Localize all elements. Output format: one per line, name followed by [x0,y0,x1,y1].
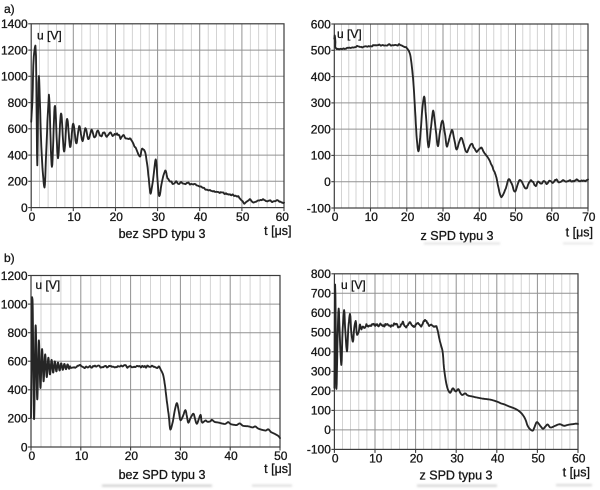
svg-text:60: 60 [572,452,586,466]
svg-text:-100: -100 [307,201,331,215]
svg-text:20: 20 [401,210,415,224]
svg-text:20: 20 [125,449,139,463]
svg-text:50: 50 [274,449,288,463]
svg-text:10: 10 [75,449,89,463]
svg-text:600: 600 [311,17,331,31]
svg-text:400: 400 [311,345,331,359]
svg-text:50: 50 [510,210,524,224]
svg-text:1200: 1200 [1,43,28,57]
svg-text:10: 10 [365,210,379,224]
svg-text:0: 0 [21,440,28,454]
svg-text:bez SPD typu 3: bez SPD typu 3 [119,468,206,482]
svg-text:300: 300 [311,365,331,379]
svg-text:100: 100 [311,404,331,418]
svg-text:70: 70 [582,210,596,224]
svg-text:800: 800 [8,96,28,110]
svg-text:400: 400 [311,70,331,84]
svg-text:z SPD typu 3: z SPD typu 3 [421,229,494,243]
svg-text:40: 40 [194,210,208,224]
svg-text:-100: -100 [307,443,331,457]
svg-text:500: 500 [311,326,331,340]
svg-text:a): a) [4,2,15,16]
svg-text:800: 800 [311,267,331,281]
svg-text:200: 200 [311,122,331,136]
svg-text:10: 10 [369,452,383,466]
svg-text:400: 400 [7,383,27,397]
svg-text:1000: 1000 [1,297,28,311]
svg-text:z SPD typu 3: z SPD typu 3 [420,468,493,482]
svg-text:1000: 1000 [1,70,28,84]
svg-text:30: 30 [450,452,464,466]
svg-text:u [V]: u [V] [337,27,362,41]
svg-text:bez SPD typu 3: bez SPD typu 3 [119,227,206,241]
svg-text:400: 400 [8,148,28,162]
svg-text:t [μs]: t [μs] [264,462,291,476]
svg-text:10: 10 [67,210,81,224]
svg-text:0: 0 [28,449,35,463]
svg-text:1200: 1200 [1,269,28,283]
svg-text:40: 40 [224,449,238,463]
svg-text:50: 50 [532,452,546,466]
svg-text:t [μs]: t [μs] [563,465,590,479]
svg-text:600: 600 [8,122,28,136]
svg-text:200: 200 [8,175,28,189]
svg-text:60: 60 [546,210,560,224]
svg-text:200: 200 [7,412,27,426]
svg-text:30: 30 [437,210,451,224]
svg-text:0: 0 [324,175,331,189]
svg-text:t [μs]: t [μs] [264,224,291,238]
svg-text:60: 60 [276,210,290,224]
svg-text:700: 700 [311,287,331,301]
svg-text:50: 50 [236,210,250,224]
svg-text:40: 40 [491,452,505,466]
svg-text:1400: 1400 [1,17,28,31]
svg-text:800: 800 [7,326,27,340]
svg-text:0: 0 [21,201,28,215]
svg-text:300: 300 [311,96,331,110]
svg-text:600: 600 [7,355,27,369]
svg-text:30: 30 [152,210,166,224]
svg-text:b): b) [4,251,15,265]
svg-text:40: 40 [473,210,487,224]
svg-text:u [V]: u [V] [341,278,366,292]
svg-text:0: 0 [29,210,36,224]
svg-text:20: 20 [410,452,424,466]
svg-text:0: 0 [324,423,331,437]
svg-text:u [V]: u [V] [36,278,61,292]
svg-text:0: 0 [332,210,339,224]
svg-text:30: 30 [175,449,189,463]
svg-text:t [μs]: t [μs] [566,225,593,239]
svg-text:u [V]: u [V] [37,29,62,43]
svg-text:200: 200 [311,384,331,398]
svg-text:100: 100 [311,149,331,163]
svg-text:600: 600 [311,306,331,320]
svg-text:500: 500 [311,44,331,58]
svg-text:0: 0 [332,452,339,466]
svg-text:20: 20 [110,210,124,224]
